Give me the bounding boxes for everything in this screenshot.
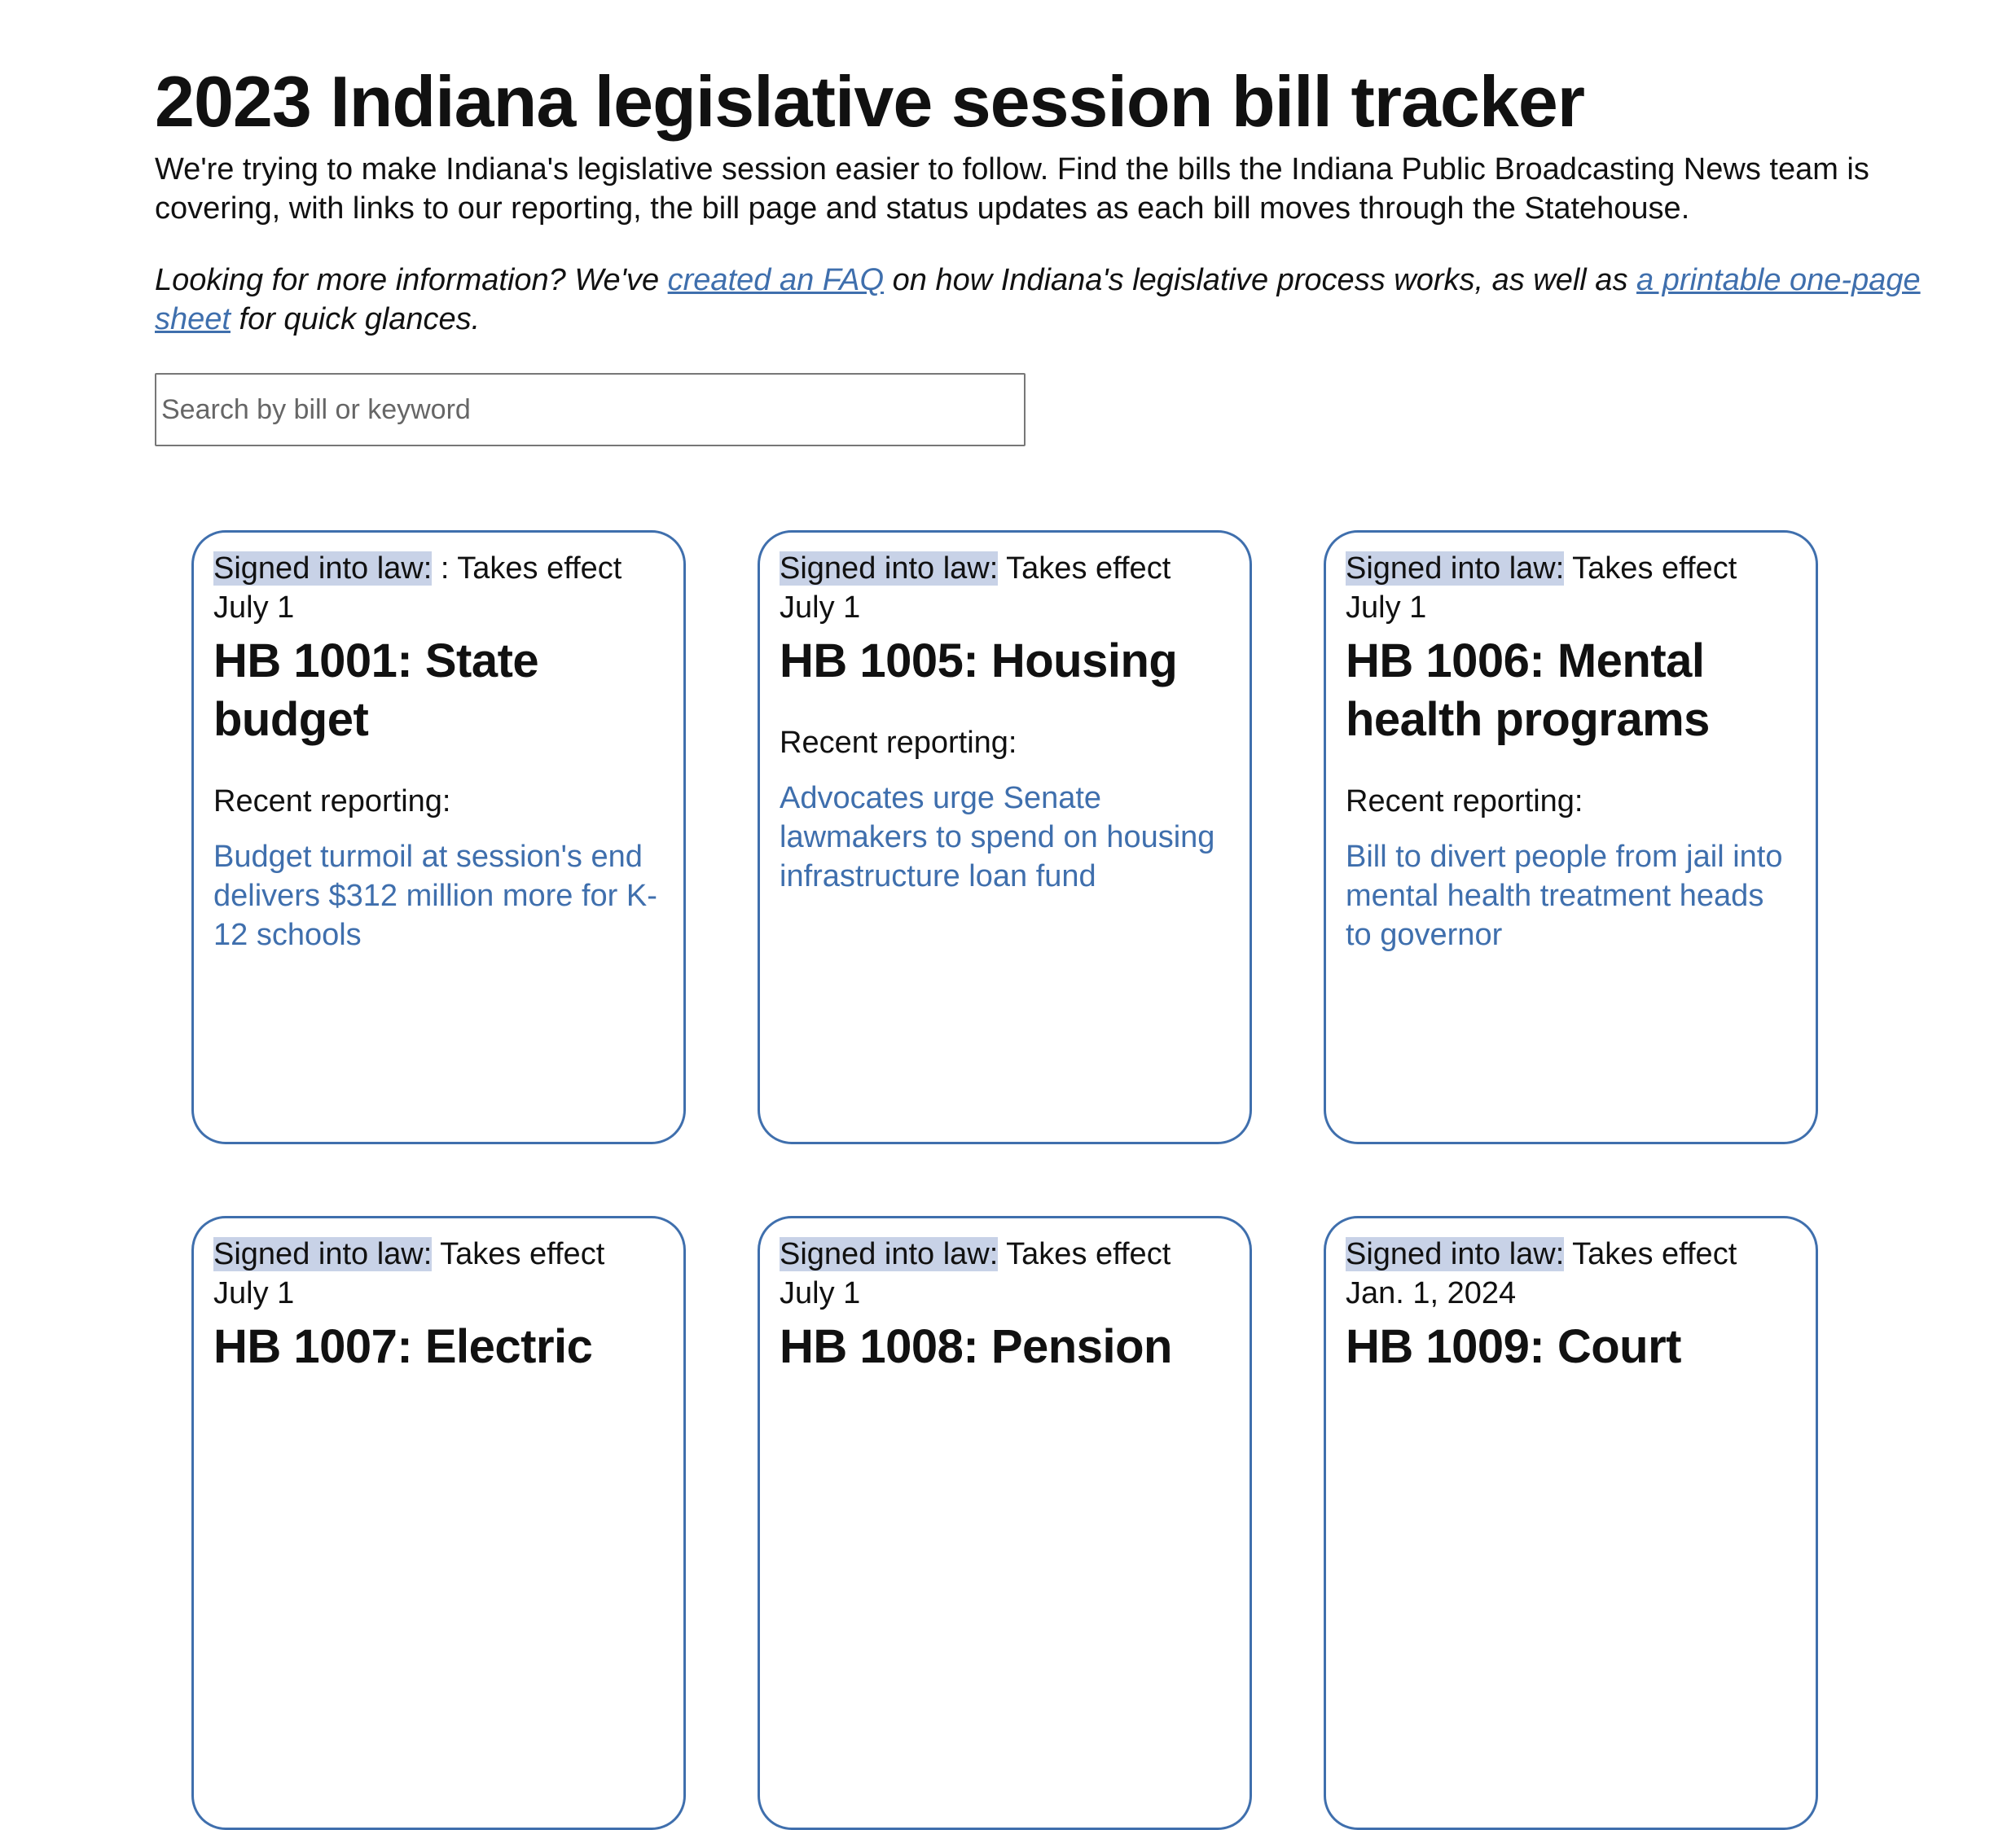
bill-card: Signed into law: Takes effect July 1 HB 1… xyxy=(191,1216,686,1830)
bill-card: Signed into law: Takes effect July 1 HB 1… xyxy=(1324,530,1818,1144)
status-note: Takes effect July 1 xyxy=(780,1237,1171,1310)
info: Looking for more information? We've crea… xyxy=(155,261,1930,339)
card-grid: Signed into law: : Takes effect July 1 HB… xyxy=(191,530,1818,1830)
bill-title: HB 1008: Pension xyxy=(780,1320,1172,1373)
bill-title: HB 1007: Electric xyxy=(213,1320,593,1373)
info-text: on how Indiana's legislative process wor… xyxy=(892,263,1628,297)
story-link[interactable]: Advocates urge Senate lawmakers to spend… xyxy=(780,781,1215,893)
intro: We're trying to make Indiana's legislati… xyxy=(155,152,1869,226)
status-line: Signed into law: : Takes effect July 1 xyxy=(213,549,664,627)
status-note: Takes effect Jan. 1, 2024 xyxy=(1346,1237,1737,1310)
info-text: for quick glances. xyxy=(239,302,481,336)
faq-link[interactable]: created an FAQ xyxy=(667,263,885,297)
bill-title: HB 1009: Court xyxy=(1346,1320,1681,1373)
status: Signed into law: xyxy=(1346,551,1565,586)
status: Signed into law: xyxy=(1346,1237,1565,1271)
bill-card: Signed into law: Takes effect July 1 HB 1… xyxy=(758,530,1252,1144)
status: Signed into law: xyxy=(213,551,433,586)
bill-title: HB 1005: Housing xyxy=(780,634,1178,687)
reporting-label: Recent reporting: xyxy=(213,784,451,818)
status-note: Takes effect July 1 xyxy=(213,1237,605,1310)
status-note: Takes effect July 1 xyxy=(1346,551,1737,625)
status-note: : Takes effect July 1 xyxy=(213,551,622,625)
story-link[interactable]: Budget turmoil at session's end delivers… xyxy=(213,840,657,952)
reporting-label: Recent reporting: xyxy=(780,726,1017,760)
bill-card: Signed into law: : Takes effect July 1 HB… xyxy=(191,530,686,1144)
status-note: Takes effect July 1 xyxy=(780,551,1171,625)
status-line: Signed into law: Takes effect July 1 xyxy=(780,1235,1230,1313)
bill-card: Signed into law: Takes effect Jan. 1, 20… xyxy=(1324,1216,1818,1830)
bill-card: Signed into law: Takes effect July 1 HB 1… xyxy=(758,1216,1252,1830)
status: Signed into law: xyxy=(213,1237,433,1271)
bill-title: HB 1001: State budget xyxy=(213,634,539,746)
page: 2023 Indiana legislative session bill tr… xyxy=(155,49,1921,1830)
status-line: Signed into law: Takes effect July 1 xyxy=(780,549,1230,627)
content: 2023 Indiana legislative session bill tr… xyxy=(155,49,1921,446)
status: Signed into law: xyxy=(780,1237,999,1271)
sheet-link[interactable]: a printable one-page sheet xyxy=(155,263,1921,336)
status-line: Signed into law: Takes effect July 1 xyxy=(213,1235,664,1313)
status: Signed into law: xyxy=(780,551,999,586)
story-link[interactable]: Bill to divert people from jail into men… xyxy=(1346,840,1783,952)
status-line: Signed into law: Takes effect Jan. 1, 20… xyxy=(1346,1235,1796,1313)
reporting-label: Recent reporting: xyxy=(1346,784,1583,818)
search-input[interactable] xyxy=(155,373,1026,446)
status-line: Signed into law: Takes effect July 1 xyxy=(1346,549,1796,627)
page-title: 2023 Indiana legislative session bill tr… xyxy=(155,61,1585,142)
info-text: Looking for more information? We've xyxy=(155,263,660,297)
bill-title: HB 1006: Mental health programs xyxy=(1346,634,1710,746)
